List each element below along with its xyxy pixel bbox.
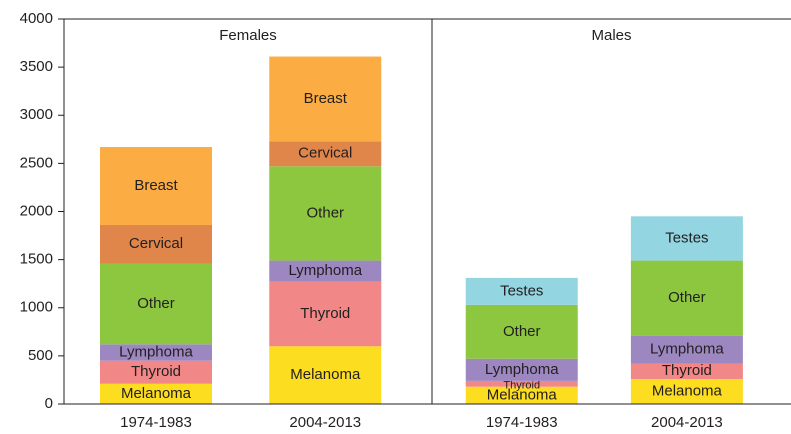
bar-segment xyxy=(100,360,212,384)
bar-segment xyxy=(630,216,743,261)
bar-segment xyxy=(269,141,382,167)
bar-segment xyxy=(269,346,382,404)
y-tick-label: 4000 xyxy=(20,10,53,27)
y-tick-label: 1000 xyxy=(20,299,53,316)
x-tick-label: 1974-1983 xyxy=(486,414,558,431)
bar-segment xyxy=(100,224,212,264)
bar-segment xyxy=(100,344,212,361)
segment-label: Thyroid xyxy=(300,305,350,322)
bar-segment xyxy=(630,335,743,364)
bar-segment xyxy=(465,277,578,305)
bar-segment xyxy=(465,358,578,381)
segment-label: Other xyxy=(307,204,345,221)
segment-label: Lymphoma xyxy=(485,361,559,378)
bar-segment xyxy=(465,380,578,387)
segment-label: Testes xyxy=(665,229,708,246)
y-tick-label: 3000 xyxy=(20,106,53,123)
bar-segment xyxy=(630,363,743,379)
y-tick-label: 2000 xyxy=(20,202,53,219)
y-tick-label: 3500 xyxy=(20,58,53,75)
segment-label: Thyroid xyxy=(131,363,181,380)
segment-label: Melanoma xyxy=(652,382,723,399)
segment-label: Breast xyxy=(304,90,348,107)
segment-label: Other xyxy=(137,295,175,312)
segment-label: Lymphoma xyxy=(650,341,724,358)
segment-label: Melanoma xyxy=(290,366,361,383)
bar-segment xyxy=(465,386,578,404)
segment-label: Lymphoma xyxy=(119,343,193,360)
segment-label: Cervical xyxy=(298,145,352,162)
bar-segment xyxy=(269,166,382,261)
bar-segment xyxy=(100,383,212,404)
bar-segment xyxy=(465,304,578,359)
bar-segment xyxy=(100,147,212,225)
y-tick-label: 500 xyxy=(28,347,53,364)
segment-label: Other xyxy=(668,289,706,306)
segment-label: Other xyxy=(503,323,541,340)
segment-label: Testes xyxy=(500,282,543,299)
bar-segment xyxy=(269,281,382,347)
y-tick-label: 1500 xyxy=(20,251,53,268)
bar-segment xyxy=(269,260,382,282)
segment-label: Melanoma xyxy=(487,386,558,403)
x-tick-label: 2004-2013 xyxy=(289,414,361,431)
segment-label: Melanoma xyxy=(121,385,192,402)
bar-segment xyxy=(630,260,743,336)
segment-label: Lymphoma xyxy=(288,262,362,279)
segment-label: Thyroid xyxy=(662,362,712,379)
bar-segment xyxy=(269,56,382,142)
x-tick-label: 2004-2013 xyxy=(651,414,723,431)
bar-segment xyxy=(100,263,212,345)
panel-title: Females xyxy=(219,27,277,44)
bar-segment xyxy=(630,378,743,404)
segment-label: Cervical xyxy=(129,235,183,252)
y-tick-label: 0 xyxy=(45,395,53,412)
panel-title: Males xyxy=(591,27,631,44)
x-tick-label: 1974-1983 xyxy=(120,414,192,431)
segment-label: Thyroid xyxy=(503,380,540,392)
y-tick-label: 2500 xyxy=(20,154,53,171)
segment-label: Breast xyxy=(134,177,178,194)
